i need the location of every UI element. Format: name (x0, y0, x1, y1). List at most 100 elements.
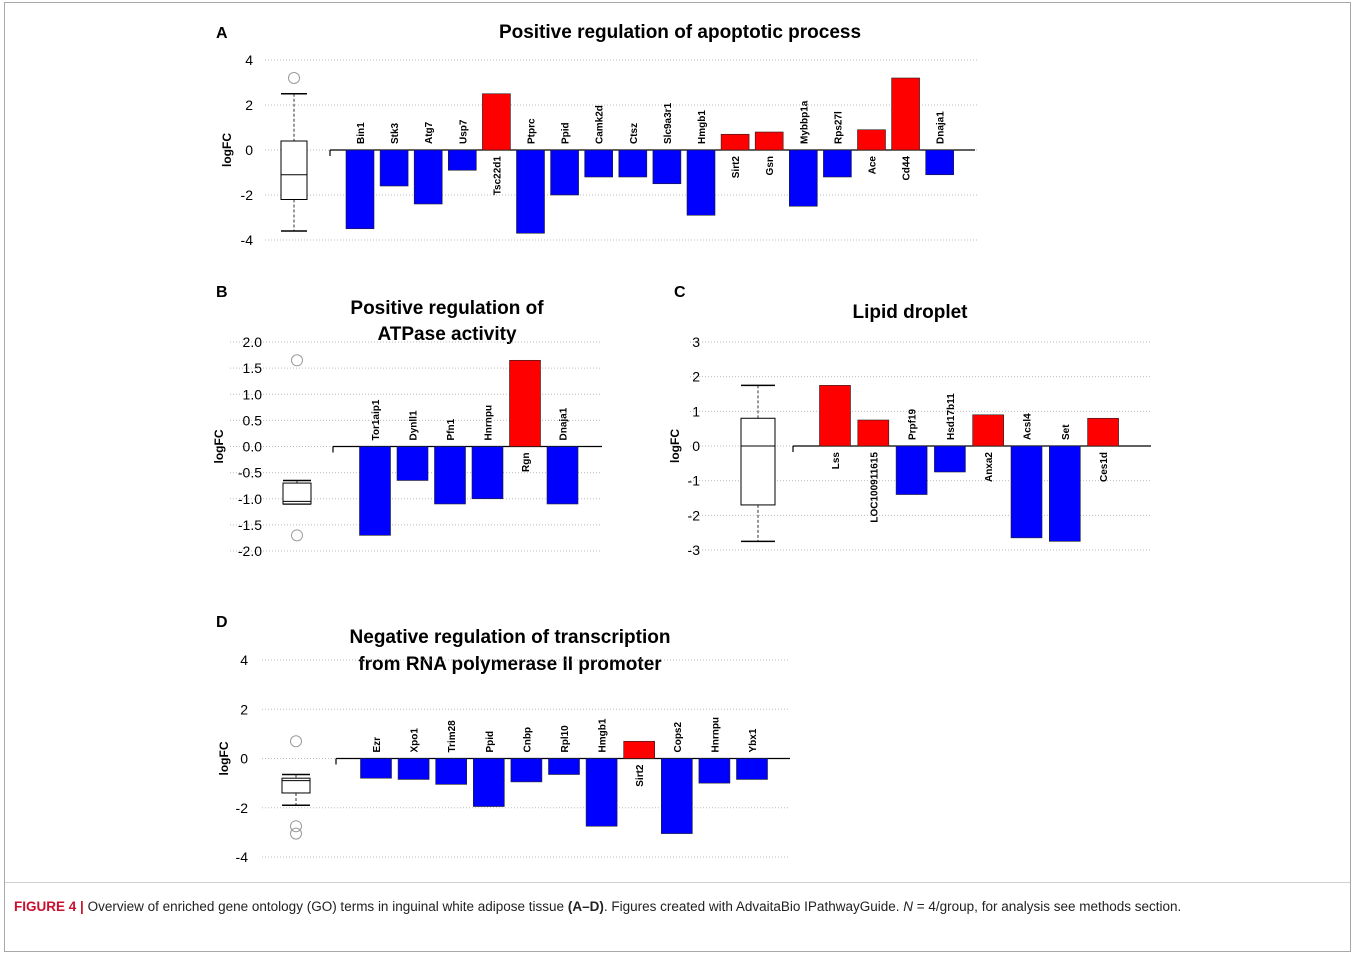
y-tick-label: -2 (688, 507, 701, 523)
y-tick-label: -1.5 (238, 517, 262, 533)
y-tick-label: 2 (240, 701, 248, 717)
gene-label: Dynll1 (409, 410, 420, 440)
bar-set (1049, 445, 1081, 542)
chart-panel-d: D Negative regulation of transcription fro… (216, 614, 790, 865)
bar-slc9a3r1 (652, 149, 682, 185)
figure-caption: FIGURE 4 | Overview of enriched gene ont… (14, 896, 1344, 917)
figure-label: FIGURE 4 | (14, 899, 84, 914)
caption-text-1: Overview of enriched gene ontology (GO) … (87, 899, 565, 914)
y-tick-label: 4 (240, 652, 248, 668)
y-tick-label: -3 (688, 542, 701, 558)
y-tick-label: 1.0 (243, 386, 263, 402)
gene-label: LOC100911615 (869, 452, 880, 523)
y-tick-label: 0 (692, 438, 700, 454)
bar-sirt2 (720, 133, 750, 151)
gene-label: Ezr (372, 737, 383, 753)
y-axis-title: logFC (668, 429, 682, 463)
gene-label: Xpo1 (410, 728, 421, 753)
bar-ace (857, 129, 886, 151)
gene-label: Lss (831, 452, 842, 470)
gene-label: Tsc22d1 (492, 156, 503, 196)
y-tick-label: -4 (241, 232, 254, 248)
gene-label: Ppid (485, 731, 496, 753)
gene-label: Ptprc (527, 118, 538, 144)
bar-ptprc (516, 149, 545, 234)
gene-label: Rgn (521, 453, 532, 472)
chart-title: Positive regulation of apoptotic process (499, 22, 861, 43)
bar-anxa2 (972, 414, 1005, 447)
chart-panel-b: B Positive regulation of ATPase activity -2… (212, 284, 602, 559)
y-tick-label: 0.5 (243, 412, 263, 428)
y-tick-label: 2.0 (243, 334, 263, 350)
figure-charts: A Positive regulation of apoptotic proces… (212, 22, 1152, 865)
gene-label: Usp7 (458, 119, 469, 144)
panel-letter: C (674, 284, 686, 301)
boxplot-box (740, 417, 776, 506)
bar-bin1 (345, 149, 375, 230)
panel-letter: A (216, 25, 228, 42)
bar-cops2 (660, 758, 693, 834)
gene-label: Ppid (561, 122, 572, 144)
gene-label: Hsd17b11 (946, 393, 957, 440)
bar-ybx1 (736, 758, 768, 780)
y-tick-label: 0 (240, 751, 248, 767)
panel-letter: D (216, 614, 228, 631)
chart-title: Positive regulation of (350, 298, 544, 319)
gene-label: Hmgb1 (697, 110, 708, 144)
y-tick-label: 3 (692, 334, 700, 350)
bar-dnaja1 (546, 446, 579, 505)
caption-text-2: . Figures created with AdvaitaBio IPathw… (603, 899, 900, 914)
boxplot-box (282, 482, 312, 505)
gene-label: Sirt2 (731, 156, 742, 179)
y-tick-label: 2 (245, 97, 253, 113)
gene-label: Cd44 (902, 156, 913, 181)
boxplot-outlier (290, 820, 302, 833)
bar-prpf19 (895, 445, 928, 495)
bar-loc100911615 (857, 419, 890, 447)
bar-hmgb1 (686, 149, 716, 216)
y-tick-label: -2.0 (238, 543, 262, 559)
bar-atg7 (413, 149, 443, 205)
bar-camk2d (584, 149, 614, 178)
gene-label: Set (1061, 424, 1072, 440)
bar-lss (819, 385, 851, 447)
gene-label: Camk2d (595, 105, 606, 144)
bar-ces1d (1087, 417, 1119, 447)
gene-label: Mybbp1a (799, 100, 810, 144)
y-tick-label: -1.0 (238, 491, 262, 507)
bar-dynll1 (396, 446, 429, 481)
gene-label: Cnbp (522, 727, 533, 753)
panel-letter: B (216, 284, 228, 301)
boxplot-outlier (290, 827, 302, 840)
y-tick-label: -1 (688, 473, 701, 489)
bar-trim28 (435, 758, 468, 785)
bar-pfn1 (434, 446, 466, 505)
boxplot-outlier (288, 72, 300, 84)
caption-text-3: = 4/group, for analysis see methods sect… (916, 899, 1182, 914)
y-tick-label: -4 (236, 849, 249, 865)
gene-label: Atg7 (424, 121, 435, 144)
y-tick-label: 0.0 (243, 439, 263, 455)
y-tick-label: 4 (245, 52, 253, 68)
gene-label: Cops2 (673, 722, 684, 753)
gene-label: Ces1d (1099, 452, 1110, 482)
boxplot-outlier (291, 354, 303, 367)
y-tick-label: -0.5 (238, 465, 262, 481)
bar-ppid (550, 149, 579, 196)
chart-panel-c: C Lipid droplet -3 -2 -1 0 1 2 3 logFC Lss LOC10091… (668, 284, 1152, 558)
caption-panel-ref: (A–D) (567, 899, 604, 914)
gene-label: Sirt2 (635, 764, 646, 787)
gene-label: Bin1 (356, 122, 367, 144)
bar-mybbp1a (788, 149, 818, 207)
y-tick-label: 2 (692, 369, 700, 385)
bar-tor1aip1 (359, 446, 391, 536)
y-tick-label: -2 (236, 800, 249, 816)
chart-title: from RNA polymerase II promoter (358, 654, 662, 675)
gene-label: Rpl10 (560, 725, 571, 753)
bar-cd44 (891, 77, 920, 151)
bar-rgn (509, 359, 541, 447)
boxplot-box (281, 777, 311, 794)
bar-hsd17b11 (934, 445, 966, 473)
y-axis-title: logFC (212, 429, 226, 463)
gene-label: Ctsz (629, 123, 640, 144)
